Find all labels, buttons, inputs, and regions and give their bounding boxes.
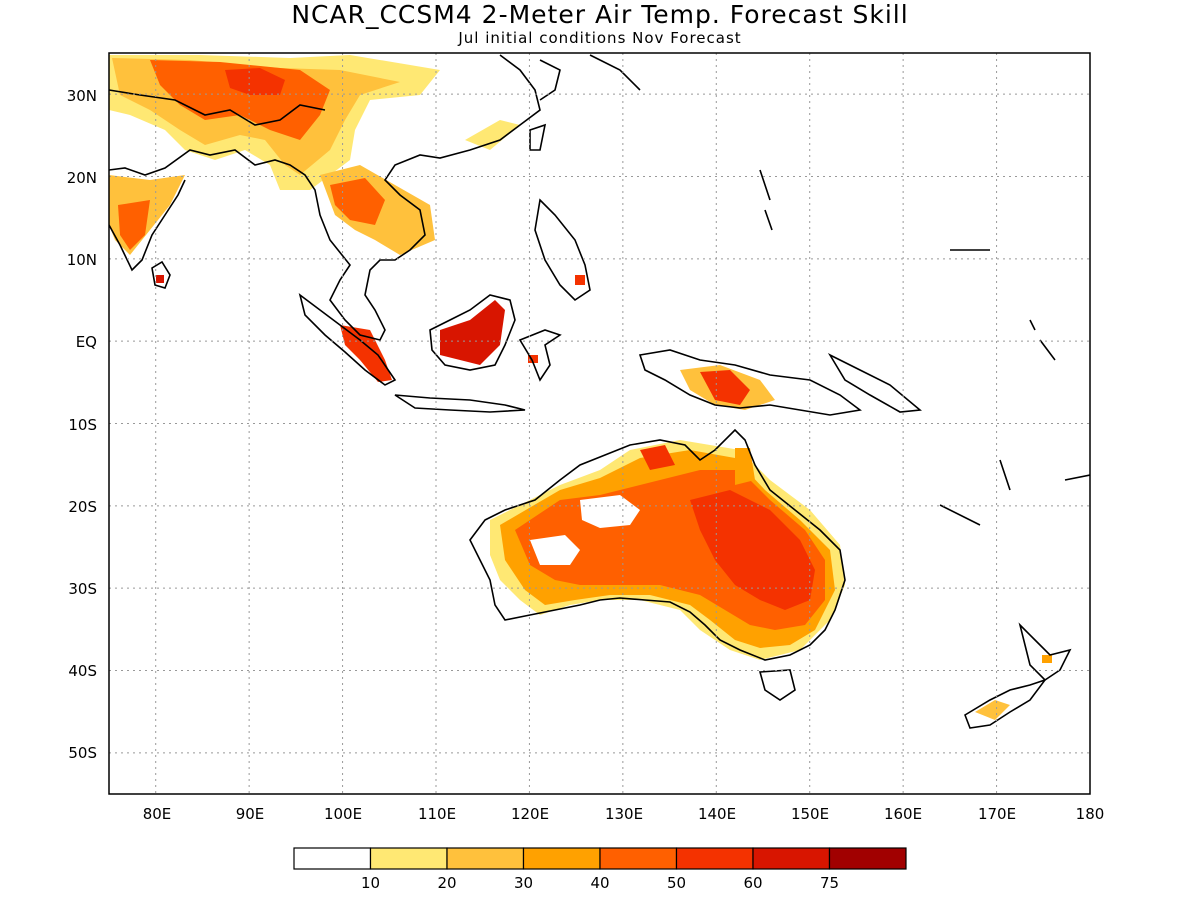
skill-region-australia-west-hole xyxy=(580,495,640,528)
colorbar-box-3 xyxy=(522,847,601,870)
skill-region-australia-top xyxy=(640,445,675,470)
coast-sulawesi xyxy=(518,329,562,382)
colorbar-label: 20 xyxy=(437,874,456,892)
coast-australia xyxy=(469,428,846,661)
coast-srilanka xyxy=(151,260,171,289)
skill-region-cape-york xyxy=(735,448,755,485)
coast-new-guinea xyxy=(638,349,862,416)
plot-frame xyxy=(108,52,1091,795)
colorbar-label: 30 xyxy=(514,874,533,892)
lon-label: 110E xyxy=(418,805,456,823)
lat-label: 40S xyxy=(68,662,97,680)
skill-region-new-guinea-high xyxy=(700,370,750,405)
skill-cell-sulawesi xyxy=(528,355,538,363)
skill-region-australia-sw-hole xyxy=(530,535,580,565)
coast-java xyxy=(394,394,526,413)
skill-region-tibet-core xyxy=(225,68,285,95)
skill-region-india-high xyxy=(118,200,150,250)
skill-cell-philippines xyxy=(575,275,585,285)
lat-label: EQ xyxy=(76,333,97,351)
lon-label: 160E xyxy=(884,805,922,823)
skill-region-ne-china xyxy=(465,120,520,150)
map-subtitle: Jul initial conditions Nov Forecast xyxy=(458,29,742,47)
lon-label: 150E xyxy=(791,805,829,823)
longitude-labels: 80E 90E 100E 110E 120E 130E 140E 150E 16… xyxy=(143,805,1105,823)
coast-himalaya xyxy=(109,89,326,126)
colorbar-box-4 xyxy=(599,847,678,870)
lat-label: 20N xyxy=(67,169,97,187)
coast-borneo xyxy=(429,294,516,371)
skill-region-australia-core xyxy=(690,490,815,610)
coast-bismarck xyxy=(827,353,922,413)
coastlines xyxy=(109,54,1090,729)
gridlines xyxy=(109,53,1090,794)
colorbar-label: 60 xyxy=(743,874,762,892)
coast-sumatra xyxy=(298,293,397,386)
lat-label: 50S xyxy=(68,744,97,762)
skill-region-indochina-high xyxy=(330,178,385,225)
colorbar-box-5 xyxy=(675,847,754,870)
lon-label: 130E xyxy=(605,805,643,823)
lon-label: 120E xyxy=(511,805,549,823)
latitude-labels: 30N 20N 10N EQ 10S 20S 30S 40S 50S xyxy=(67,87,97,762)
colorbar-label: 50 xyxy=(667,874,686,892)
colorbar-box-6 xyxy=(752,847,831,870)
skill-cell-srilanka xyxy=(156,275,164,283)
skill-cell-nz-north xyxy=(1042,655,1052,663)
lat-label: 20S xyxy=(68,498,97,516)
colorbar-label: 40 xyxy=(590,874,609,892)
lat-label: 30N xyxy=(67,87,97,105)
skill-region-borneo xyxy=(440,300,505,365)
lon-label: 140E xyxy=(698,805,736,823)
map-title: NCAR_CCSM4 2-Meter Air Temp. Forecast Sk… xyxy=(291,0,909,29)
lon-label: 90E xyxy=(236,805,265,823)
lon-label: 80E xyxy=(143,805,172,823)
lat-label: 10S xyxy=(68,416,97,434)
colorbar: 10 20 30 40 50 60 75 xyxy=(293,847,907,892)
coast-asia xyxy=(109,54,541,341)
skill-region-sumatra xyxy=(340,325,392,382)
lon-label: 100E xyxy=(324,805,362,823)
coast-pacific-islands xyxy=(759,169,1090,526)
lon-label: 180 xyxy=(1076,805,1105,823)
colorbar-label: 75 xyxy=(820,874,839,892)
coast-taiwan xyxy=(529,123,547,151)
coast-korea-japan xyxy=(539,54,641,101)
colorbar-box-0 xyxy=(293,847,372,870)
coast-nz-north xyxy=(1018,622,1072,682)
lat-label: 30S xyxy=(68,580,97,598)
lat-label: 10N xyxy=(67,251,97,269)
lon-label: 170E xyxy=(978,805,1016,823)
coast-tasmania xyxy=(758,669,796,701)
skill-region-nz-south xyxy=(975,700,1010,720)
colorbar-box-7 xyxy=(828,847,907,870)
colorbar-box-1 xyxy=(369,847,448,870)
coast-india xyxy=(109,179,186,272)
colorbar-label: 10 xyxy=(361,874,380,892)
skill-shading xyxy=(109,55,1052,720)
coast-philippines xyxy=(534,198,591,302)
coast-nz-south xyxy=(964,678,1048,729)
colorbar-box-2 xyxy=(446,847,525,870)
